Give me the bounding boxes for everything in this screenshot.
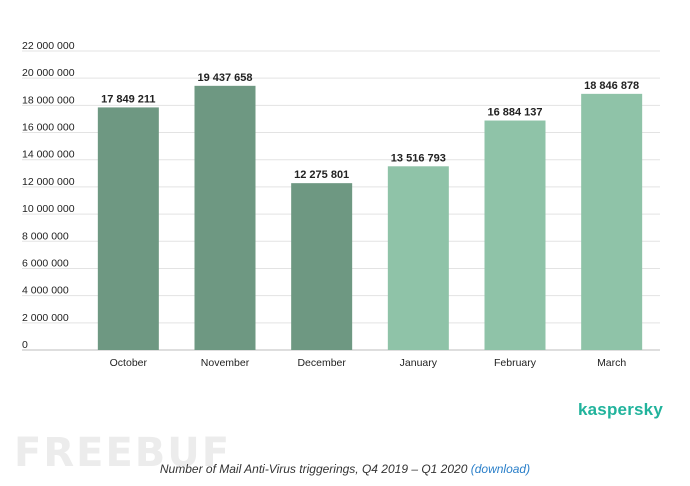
bar-october: [97, 107, 159, 350]
y-tick-label: 18 000 000: [22, 94, 75, 106]
bar-february: [484, 120, 546, 350]
watermark-logo: FREEBUF: [14, 430, 232, 476]
chart-caption: Number of Mail Anti-Virus triggerings, Q…: [0, 462, 690, 476]
bars: [97, 85, 643, 351]
y-tick-label: 0: [22, 339, 28, 351]
value-label: 18 846 878: [584, 80, 639, 92]
category-label: October: [110, 357, 148, 369]
caption-text: Number of Mail Anti-Virus triggerings, Q…: [159, 462, 471, 476]
y-tick-label: 2 000 000: [22, 312, 69, 324]
category-label: January: [400, 357, 438, 369]
value-labels: 17 849 211 19 437 658 12 275 801 13 516 793…: [101, 72, 639, 181]
bar-january: [387, 166, 449, 350]
category-label: December: [297, 357, 346, 369]
y-tick-label: 4 000 000: [22, 285, 69, 297]
value-label: 16 884 137: [487, 107, 542, 119]
y-tick-label: 12 000 000: [22, 176, 75, 188]
value-label: 12 275 801: [294, 169, 349, 181]
y-tick-label: 20 000 000: [22, 67, 75, 79]
value-label: 13 516 793: [391, 152, 446, 164]
y-tick-label: 14 000 000: [22, 149, 75, 161]
value-label: 19 437 658: [197, 72, 252, 84]
bar-november: [194, 85, 256, 350]
y-tick-label: 10 000 000: [22, 203, 75, 215]
y-tick-label: 6 000 000: [22, 257, 69, 269]
bar-december: [291, 183, 353, 350]
category-label: February: [494, 357, 537, 369]
y-tick-label: 22 000 000: [22, 40, 75, 52]
kaspersky-logo: kaspersky: [578, 400, 663, 419]
x-axis-categories: October November December January February Ma…: [110, 357, 627, 369]
category-label: March: [597, 357, 626, 369]
bar-chart: 0 2 000 000 4 000 000 6 000 000 8 000 000 10 …: [22, 40, 660, 369]
y-tick-label: 8 000 000: [22, 230, 69, 242]
bar-march: [581, 93, 643, 351]
y-axis-ticks: 0 2 000 000 4 000 000 6 000 000 8 000 000 10 …: [22, 40, 75, 351]
category-label: November: [201, 357, 250, 369]
y-tick-label: 16 000 000: [22, 122, 75, 134]
value-label: 17 849 211: [101, 93, 155, 105]
download-link[interactable]: (download): [470, 462, 531, 476]
